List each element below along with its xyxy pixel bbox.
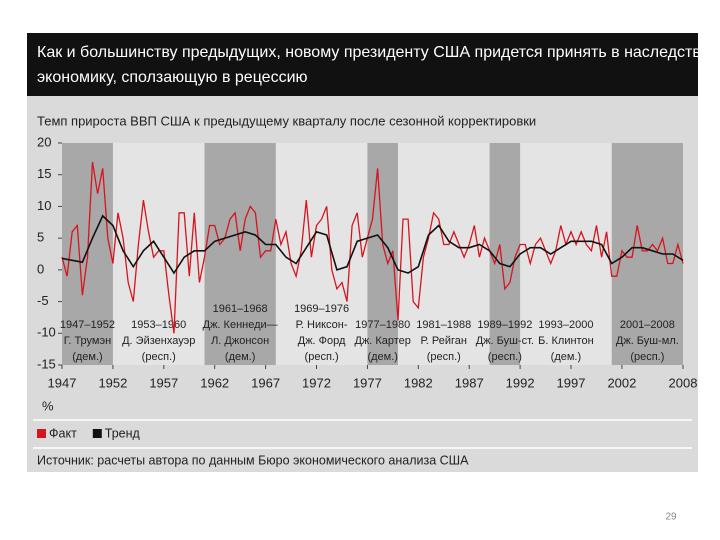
x-tick-label: 1952 bbox=[98, 375, 127, 390]
plot-area: 1947–1952 Г. Трумэн (дем.) 1953–1960 Д. Эйзе… bbox=[37, 134, 697, 440]
period-label: (респ.) bbox=[488, 351, 522, 363]
y-tick-label: 5 bbox=[37, 230, 44, 245]
data-line bbox=[61, 161, 684, 334]
x-tick-label: 1977 bbox=[353, 375, 382, 390]
legend-label: Тренд bbox=[105, 426, 141, 440]
title-line: экономику, сползающую в рецессию bbox=[37, 69, 308, 86]
period-label: (респ.) bbox=[305, 351, 339, 363]
data-line bbox=[61, 214, 684, 275]
period-label: Р. Рейган bbox=[421, 335, 467, 347]
page-number: 29 bbox=[665, 512, 677, 523]
period-label: Б. Клинтон bbox=[538, 335, 593, 347]
period-label: Дж. Буш-мл. bbox=[616, 335, 679, 347]
y-tick-label: 0 bbox=[37, 261, 44, 276]
period-label: (респ.) bbox=[142, 351, 176, 363]
period-band bbox=[204, 143, 276, 365]
legend-swatch bbox=[92, 429, 102, 438]
x-tick-label: 1962 bbox=[200, 375, 229, 390]
x-tick-label: 1987 bbox=[455, 375, 484, 390]
title-line: Как и большинству предыдущих, новому пре… bbox=[37, 44, 710, 61]
period-label: (дем.) bbox=[367, 351, 397, 363]
period-label: (дем.) bbox=[551, 351, 581, 363]
x-tick-label: 2008 bbox=[669, 375, 698, 390]
period-label: (респ.) bbox=[427, 351, 461, 363]
y-axis-label: % bbox=[42, 398, 54, 413]
x-tick-label: 1992 bbox=[506, 375, 535, 390]
y-tick-label: 10 bbox=[37, 198, 51, 213]
x-tick-label: 1947 bbox=[48, 375, 77, 390]
period-label: 1969–1976 bbox=[294, 303, 349, 315]
x-tick-label: 2002 bbox=[607, 375, 636, 390]
period-label: 1993–2000 bbox=[538, 319, 593, 331]
period-label: Дж. Буш-ст. bbox=[476, 335, 534, 347]
subtitle: Темп прироста ВВП США к предыдущему квар… bbox=[37, 113, 536, 128]
period-label: Дж. Форд bbox=[298, 335, 346, 347]
x-tick-label: 1997 bbox=[557, 375, 586, 390]
period-label: (дем.) bbox=[72, 351, 102, 363]
y-tick-label: 15 bbox=[37, 166, 51, 181]
period-label: 1953–1960 bbox=[131, 319, 186, 331]
source-note: Источник: расчеты автора по данным Бюро … bbox=[37, 453, 469, 467]
title-band bbox=[27, 33, 698, 96]
period-label: Р. Никсон- bbox=[296, 319, 348, 331]
x-tick-label: 1972 bbox=[302, 375, 331, 390]
period-label: (дем.) bbox=[225, 351, 255, 363]
legend-swatch bbox=[37, 429, 46, 438]
period-label: 1961–1968 bbox=[213, 303, 268, 315]
period-label: Дж. Картер bbox=[354, 335, 410, 347]
period-label: Д. Эйзенхауэр bbox=[122, 335, 195, 347]
period-label: (респ.) bbox=[630, 351, 664, 363]
x-tick-label: 1982 bbox=[404, 375, 433, 390]
y-tick-label: -10 bbox=[37, 325, 56, 340]
period-label: Л. Джонсон bbox=[211, 335, 269, 347]
period-label: 1947–1952 bbox=[60, 319, 115, 331]
period-label: Г. Трумэн bbox=[64, 335, 111, 347]
period-label: 1989–1992 bbox=[477, 319, 532, 331]
period-label: 1977–1980 bbox=[355, 319, 410, 331]
period-label: 2001–2008 bbox=[620, 319, 675, 331]
y-tick-label: -15 bbox=[37, 356, 56, 371]
legend-label: Факт bbox=[49, 426, 77, 440]
y-tick-label: -5 bbox=[37, 293, 49, 308]
period-label: Дж. Кеннеди— bbox=[203, 319, 278, 331]
period-band bbox=[489, 143, 521, 365]
x-tick-label: 1967 bbox=[251, 375, 280, 390]
x-tick-label: 1957 bbox=[149, 375, 178, 390]
y-tick-label: 20 bbox=[37, 134, 51, 149]
period-label: 1981–1988 bbox=[416, 319, 471, 331]
